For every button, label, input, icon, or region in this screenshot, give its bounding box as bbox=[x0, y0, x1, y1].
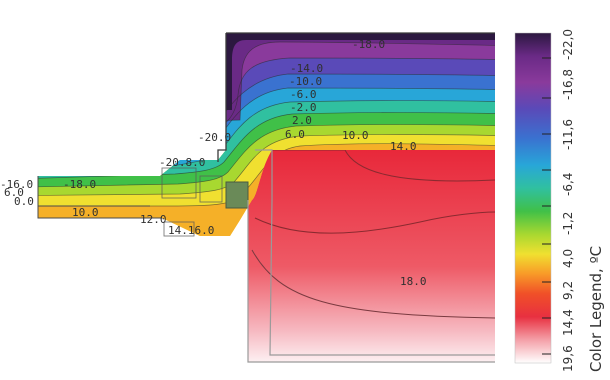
isotherm-label: 6.0 bbox=[4, 186, 24, 199]
legend-tick-label: -1,2 bbox=[561, 212, 575, 235]
isotherm-label: -10.0 bbox=[289, 75, 322, 88]
isotherm-label: -6.0 bbox=[290, 88, 317, 101]
warm-contour bbox=[254, 211, 496, 234]
legend-tick-label: -16,8 bbox=[561, 69, 575, 100]
sill-outline bbox=[37, 176, 162, 219]
isotherm-label: 10.0 bbox=[342, 129, 369, 142]
isotherm-label: -20.8.0 bbox=[159, 156, 205, 169]
legend-tick-label: -11,6 bbox=[561, 119, 575, 150]
color-legend: -22,0 -16,8 -11,6 -6,4 -1,2 4,0 9,2 14,4… bbox=[514, 29, 605, 372]
isotherm-label: 18.0 bbox=[400, 275, 427, 288]
isotherm-label: -18.0 bbox=[352, 38, 385, 51]
legend-tick-label: -6,4 bbox=[561, 173, 575, 196]
legend-color-bar bbox=[514, 32, 552, 364]
isotherm-label: -18.0 bbox=[63, 178, 96, 191]
isotherm-label: 14.0 bbox=[390, 140, 417, 153]
legend-tick-label: -22,0 bbox=[561, 29, 575, 60]
isotherm-label: -14.0 bbox=[290, 62, 323, 75]
legend-title: Color Legend, ºC bbox=[587, 246, 605, 372]
warm-contour bbox=[272, 149, 496, 182]
frame-element bbox=[199, 175, 223, 203]
isotherm-label: -2.0 bbox=[290, 101, 317, 114]
isotherm-label: 10.0 bbox=[72, 206, 99, 219]
isotherm-label: 0.0 bbox=[14, 195, 34, 208]
warm-contour bbox=[251, 249, 496, 319]
legend-tick-label: 19,6 bbox=[561, 345, 575, 372]
isotherm-label: 2.0 bbox=[292, 114, 312, 127]
warm-region bbox=[248, 150, 495, 362]
isotherm-label: 14.16.0 bbox=[168, 224, 214, 237]
frame-element bbox=[161, 167, 197, 199]
legend-ticks bbox=[542, 57, 551, 355]
glazing-block bbox=[225, 181, 249, 209]
isotherm-label: -20.0 bbox=[198, 131, 231, 144]
legend-tick-label: 4,0 bbox=[561, 249, 575, 268]
legend-tick-label: 14,4 bbox=[561, 309, 575, 336]
isotherm-label: -16.0 bbox=[0, 178, 33, 191]
interior-outline bbox=[247, 149, 495, 363]
outer-wall-outline bbox=[217, 32, 495, 162]
legend-tick-label: 9,2 bbox=[561, 281, 575, 300]
isotherm-label: 6.0 bbox=[285, 128, 305, 141]
frame-element bbox=[163, 221, 195, 237]
isotherm-label: 12.0 bbox=[140, 213, 167, 226]
